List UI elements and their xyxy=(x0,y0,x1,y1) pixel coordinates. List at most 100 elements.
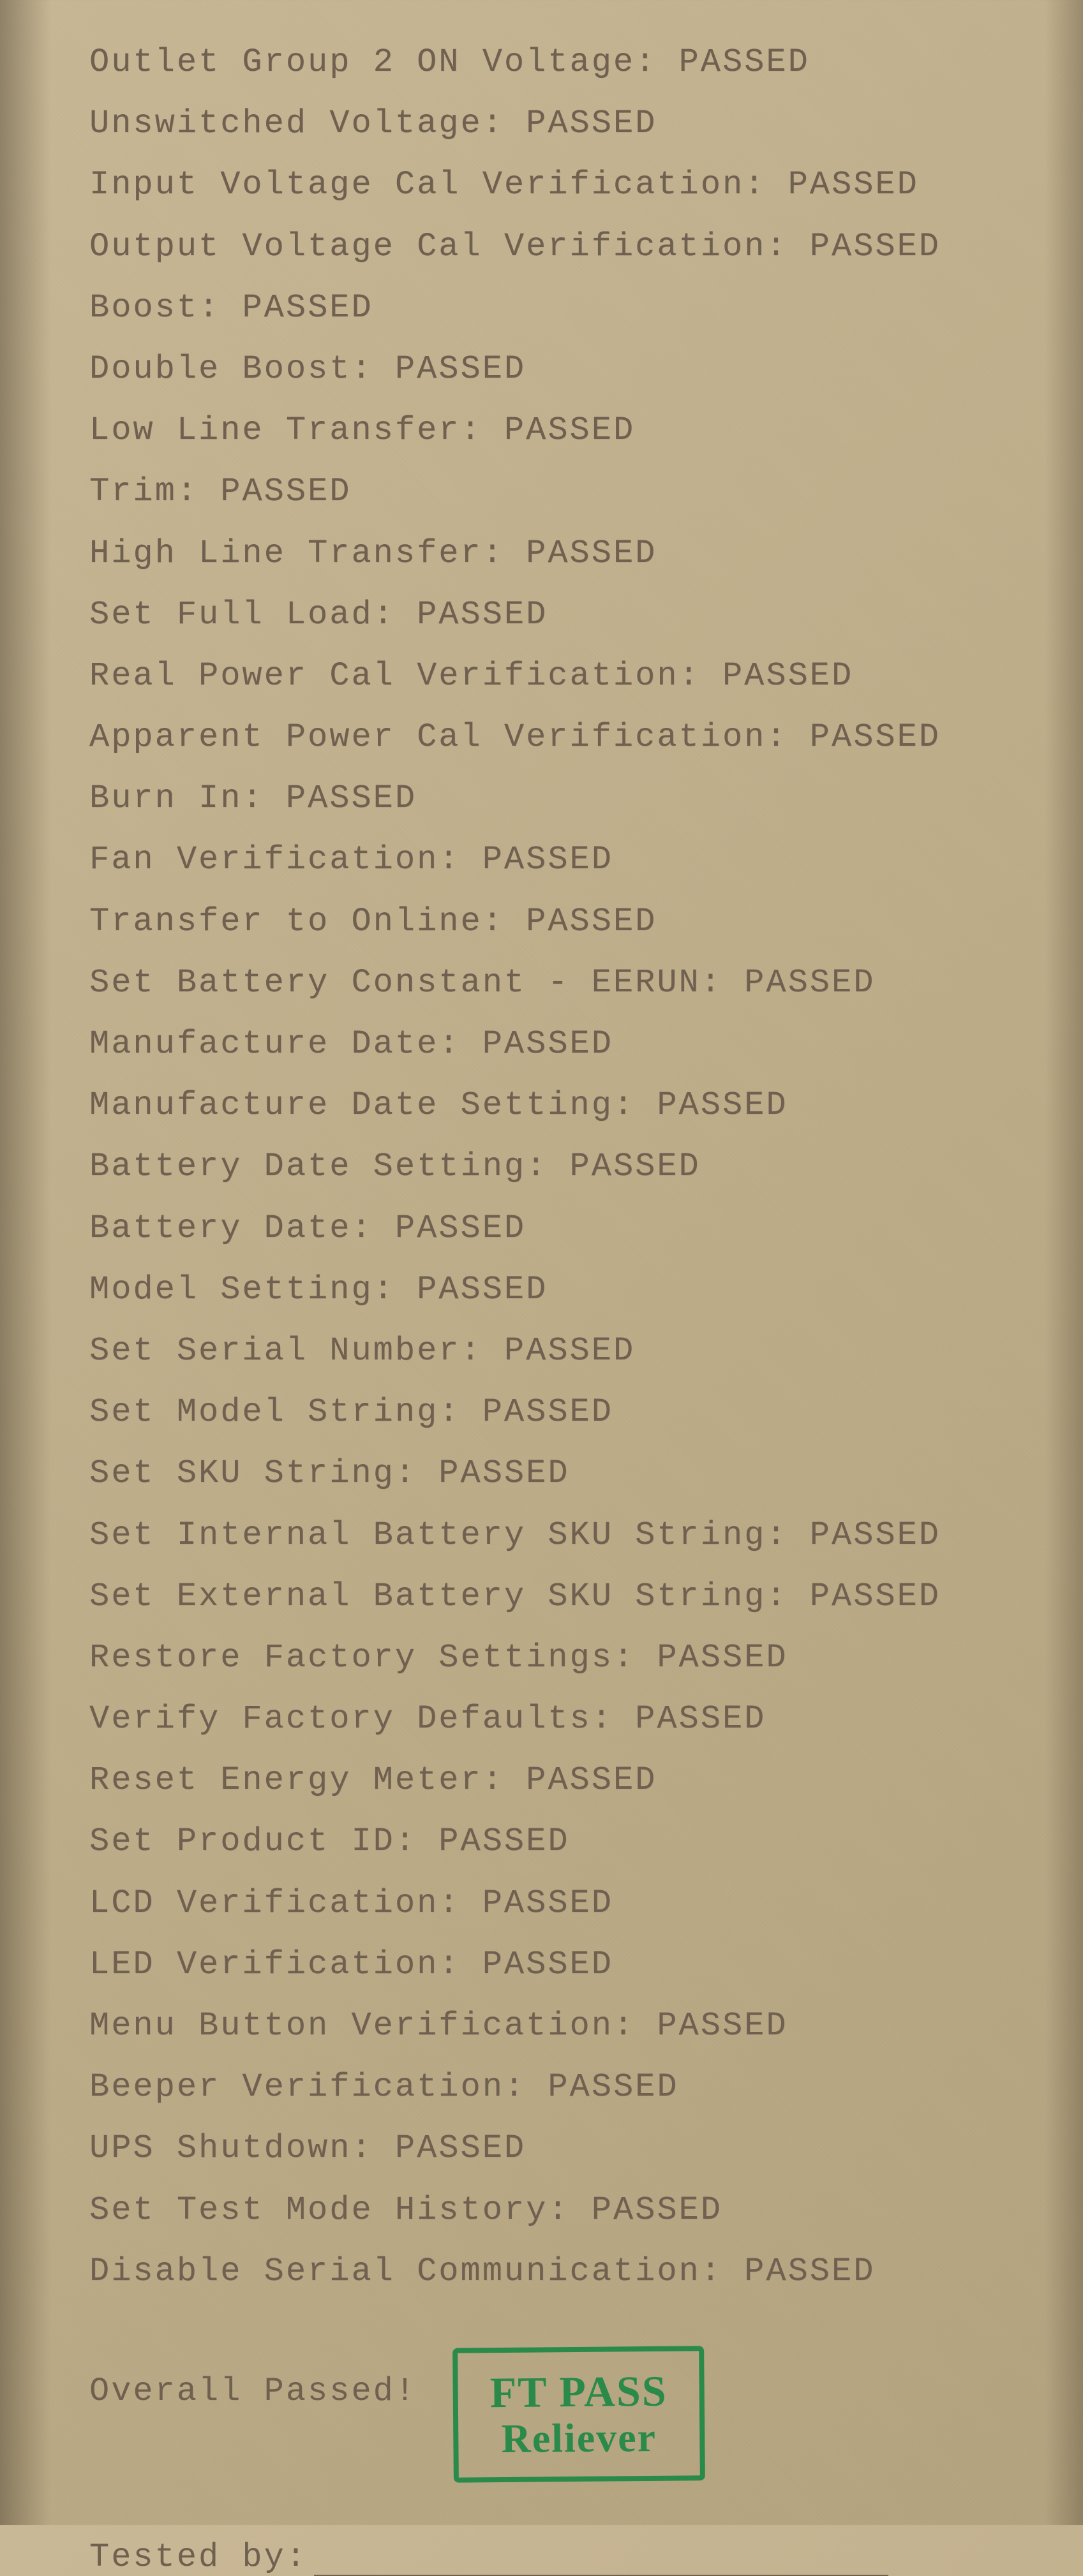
test-result-line: High Line Transfer: PASSED xyxy=(89,523,1019,584)
test-label: Apparent Power Cal Verification xyxy=(89,718,766,756)
test-label: Set Product ID xyxy=(89,1823,395,1860)
test-result: PASSED xyxy=(570,1148,701,1185)
test-result-line: Apparent Power Cal Verification: PASSED xyxy=(89,707,1019,768)
test-label: LED Verification xyxy=(89,1946,438,1983)
test-label: Manufacture Date xyxy=(89,1025,438,1063)
test-result: PASSED xyxy=(744,964,875,1002)
test-result: PASSED xyxy=(504,411,635,449)
separator: : xyxy=(373,1271,417,1308)
test-result-line: LED Verification: PASSED xyxy=(89,1934,1019,1995)
test-result: PASSED xyxy=(438,1455,569,1492)
test-label: Set Model String xyxy=(89,1393,438,1431)
test-result: PASSED xyxy=(395,1210,526,1247)
test-result-line: Set External Battery SKU String: PASSED xyxy=(89,1566,1019,1627)
test-result-line: Manufacture Date: PASSED xyxy=(89,1014,1019,1075)
separator: : xyxy=(438,1025,482,1063)
tested-by-section: Tested by: xyxy=(89,2538,1019,2576)
test-result: PASSED xyxy=(417,1271,548,1308)
test-result: PASSED xyxy=(417,596,548,633)
test-label: Outlet Group 2 ON Voltage xyxy=(89,43,635,81)
test-result-line: Output Voltage Cal Verification: PASSED xyxy=(89,216,1019,278)
separator: : xyxy=(526,1148,569,1185)
separator: : xyxy=(613,2007,657,2045)
test-result: PASSED xyxy=(482,1025,613,1063)
separator: : xyxy=(395,1823,438,1860)
separator: : xyxy=(461,411,504,449)
test-result: PASSED xyxy=(788,166,919,204)
test-result: PASSED xyxy=(482,1946,613,1983)
stamp-line-2: Reliever xyxy=(490,2415,668,2462)
test-result-line: Set Test Mode History: PASSED xyxy=(89,2180,1019,2241)
test-result-line: LCD Verification: PASSED xyxy=(89,1873,1019,1934)
test-result: PASSED xyxy=(657,1086,788,1124)
separator: : xyxy=(766,1516,809,1554)
test-label: Set Full Load xyxy=(89,596,373,633)
separator: : xyxy=(744,166,788,204)
receipt-paper: Outlet Group 2 ON Voltage: PASSEDUnswitc… xyxy=(0,0,1083,2525)
test-result: PASSED xyxy=(395,350,526,388)
separator: : xyxy=(198,289,242,327)
test-label: Beeper Verification xyxy=(89,2068,504,2106)
overall-section: Overall Passed! FT PASS Reliever xyxy=(89,2347,1019,2487)
test-label: LCD Verification xyxy=(89,1884,438,1922)
test-label: Double Boost xyxy=(89,350,351,388)
test-label: Set Test Mode History xyxy=(89,2191,548,2229)
test-result-line: Burn In: PASSED xyxy=(89,768,1019,829)
test-result: PASSED xyxy=(679,43,810,81)
separator: : xyxy=(504,2068,548,2106)
test-result: PASSED xyxy=(548,2068,678,2106)
test-result-line: Fan Verification: PASSED xyxy=(89,829,1019,891)
test-label: Transfer to Online xyxy=(89,903,482,940)
test-label: Burn In xyxy=(89,780,242,817)
test-result-line: Reset Energy Meter: PASSED xyxy=(89,1750,1019,1811)
test-result: PASSED xyxy=(526,105,657,142)
separator: : xyxy=(395,1455,438,1492)
tested-by-label: Tested by: xyxy=(89,2538,308,2576)
test-result-line: Set Battery Constant - EERUN: PASSED xyxy=(89,952,1019,1014)
test-result: PASSED xyxy=(220,473,351,510)
separator: : xyxy=(701,964,744,1002)
test-result-line: UPS Shutdown: PASSED xyxy=(89,2118,1019,2179)
test-result-line: Set Full Load: PASSED xyxy=(89,584,1019,646)
test-label: Boost xyxy=(89,289,198,327)
test-result: PASSED xyxy=(810,228,941,265)
test-result-line: Trim: PASSED xyxy=(89,461,1019,522)
test-label: High Line Transfer xyxy=(89,535,482,572)
separator: : xyxy=(177,473,220,510)
test-result: PASSED xyxy=(744,2253,875,2290)
test-result: PASSED xyxy=(810,1578,941,1615)
test-label: Set Internal Battery SKU String xyxy=(89,1516,766,1554)
test-result: PASSED xyxy=(635,1700,766,1738)
test-result-line: Set Serial Number: PASSED xyxy=(89,1321,1019,1382)
overall-result: Overall Passed! xyxy=(89,2372,417,2410)
test-result-line: Double Boost: PASSED xyxy=(89,339,1019,400)
separator: : xyxy=(592,1700,635,1738)
test-result: PASSED xyxy=(592,2191,722,2229)
pass-stamp: FT PASS Reliever xyxy=(452,2346,705,2483)
test-result-line: Low Line Transfer: PASSED xyxy=(89,400,1019,461)
test-result: PASSED xyxy=(482,841,613,878)
test-result-line: Model Setting: PASSED xyxy=(89,1259,1019,1321)
test-result: PASSED xyxy=(526,535,657,572)
separator: : xyxy=(373,596,417,633)
separator: : xyxy=(701,2253,744,2290)
separator: : xyxy=(766,1578,809,1615)
test-result-line: Set SKU String: PASSED xyxy=(89,1443,1019,1504)
test-result: PASSED xyxy=(286,780,417,817)
separator: : xyxy=(482,903,526,940)
separator: : xyxy=(635,43,678,81)
separator: : xyxy=(679,657,722,695)
test-result-line: Menu Button Verification: PASSED xyxy=(89,1995,1019,2057)
test-result-line: Real Power Cal Verification: PASSED xyxy=(89,646,1019,707)
test-result-line: Verify Factory Defaults: PASSED xyxy=(89,1689,1019,1750)
test-result-line: Battery Date: PASSED xyxy=(89,1198,1019,1259)
test-result: PASSED xyxy=(526,903,657,940)
test-label: UPS Shutdown xyxy=(89,2129,351,2167)
separator: : xyxy=(461,1332,504,1370)
test-result: PASSED xyxy=(810,718,941,756)
separator: : xyxy=(438,1884,482,1922)
separator: : xyxy=(766,228,809,265)
separator: : xyxy=(482,1761,526,1799)
stamp-line-1: FT PASS xyxy=(489,2367,668,2417)
test-label: Menu Button Verification xyxy=(89,2007,613,2045)
